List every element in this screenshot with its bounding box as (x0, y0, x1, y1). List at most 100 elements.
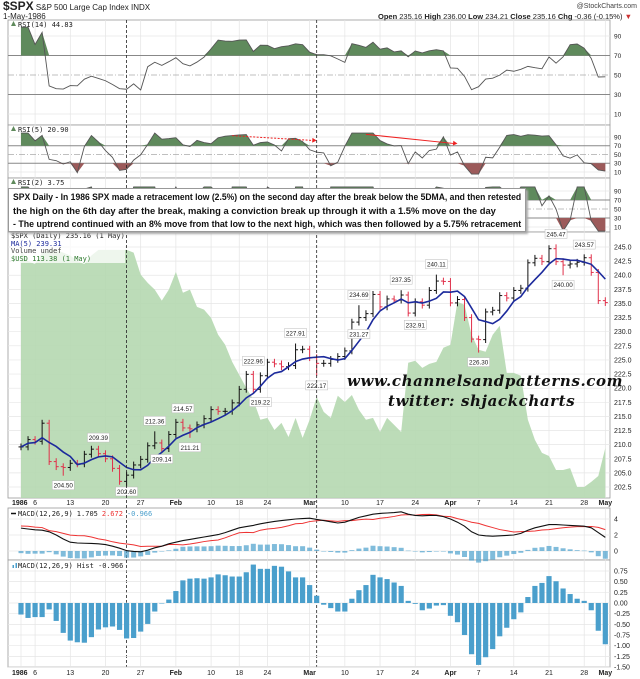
x-tick-label: 21 (545, 670, 553, 677)
rsi-tick-label: 50 (614, 152, 622, 159)
hist-bar (595, 603, 601, 631)
macd-hist-bar (46, 551, 52, 553)
annotation-box: SPX Daily - In 1986 SPX made a retraceme… (8, 188, 526, 232)
price-bar (469, 314, 475, 343)
price-label-box (150, 454, 174, 464)
macd-hist-bar (546, 545, 552, 551)
macd-hist-bar (81, 551, 87, 559)
hist-bar (46, 603, 52, 610)
x-tick-label: 24 (411, 500, 419, 507)
x-tick-label: 20 (102, 500, 110, 507)
price-label: 231.27 (349, 332, 369, 339)
hist-bar (159, 603, 165, 604)
close-value: 235.16 (532, 12, 556, 21)
rsi-icon (11, 179, 16, 184)
price-label: 212.36 (145, 418, 165, 425)
hist-bar (88, 603, 94, 638)
legend-volume: Volume undef (11, 247, 62, 255)
macd-hist-bar (117, 551, 123, 557)
chg-label: Chg (557, 12, 573, 21)
price-bar (363, 310, 369, 321)
price-bar (490, 306, 496, 316)
rsi-line (21, 26, 606, 91)
macd-hist-bar (377, 546, 383, 551)
macd-hist-bar (95, 551, 101, 556)
price-label-box (389, 274, 413, 285)
x-tick-label: 28 (580, 670, 588, 677)
symbol: $SPX (3, 0, 34, 13)
price-bar (250, 370, 256, 393)
macd-title: MACD(12,26,9) (18, 510, 73, 518)
macd-hist-bar (595, 551, 601, 557)
price-label: 227.91 (286, 331, 306, 338)
price-bar (356, 305, 362, 326)
macd-hist-bar (18, 551, 24, 554)
hist-bar (292, 577, 299, 603)
price-tick-label: 217.5 (614, 400, 632, 407)
hist-bar (74, 603, 80, 643)
x-tick-label: 14 (510, 500, 518, 507)
hist-bar (581, 600, 587, 603)
price-bar (222, 407, 228, 415)
open-label: Open (378, 12, 398, 21)
x-tick-label: Feb (170, 670, 182, 677)
hist-bar (447, 603, 454, 616)
hist-bar (278, 566, 285, 603)
hist-bar (525, 597, 531, 603)
macd-hist-bar (173, 548, 179, 551)
price-label-box (249, 397, 272, 407)
x-tick-label: 13 (66, 500, 74, 507)
price-tick-label: 215.0 (614, 414, 632, 421)
price-label: 209.39 (89, 435, 109, 442)
rsi-tick-label: 10 (614, 111, 622, 118)
price-label: 237.35 (392, 277, 412, 284)
hist-bar (433, 603, 439, 606)
macd-hist-bar (483, 551, 489, 562)
price-bar (433, 274, 439, 294)
macd-hist-bar (574, 550, 580, 551)
stockcharts-logo[interactable]: @StockCharts.com (576, 3, 637, 10)
price-tick-label: 232.5 (614, 315, 632, 322)
macd-hist-bar (60, 551, 66, 557)
price-bar (264, 358, 270, 380)
x-tick-label: 14 (510, 670, 518, 677)
hist-bar (236, 576, 242, 603)
macd-tick-label: 0 (614, 549, 618, 556)
price-bar (454, 296, 460, 307)
x-tick-label: 13 (66, 670, 74, 677)
hist-bar (173, 591, 179, 603)
rsi-tick-label: 10 (614, 169, 622, 176)
red-arrow (365, 133, 455, 145)
rsi-tick-label: 30 (614, 161, 622, 168)
macd-hist-bar (250, 543, 256, 551)
price-tick-label: 237.5 (614, 287, 632, 294)
price-bar (67, 459, 73, 471)
x-tick-label: 27 (137, 500, 145, 507)
price-tick-label: 210.0 (614, 442, 632, 449)
price-tick-label: 212.5 (614, 428, 632, 435)
hist-bar (454, 603, 461, 623)
macd-tick-label: 4 (614, 517, 618, 524)
hist-bar (138, 603, 144, 632)
rsi-title: RSI(14) 44.83 (18, 21, 73, 29)
macd-hist-bar (138, 551, 144, 557)
rsi-tick-label: 50 (614, 72, 622, 79)
rsi-title: RSI(2) 3.75 (18, 179, 64, 187)
macd-hist-bar (469, 551, 475, 561)
hist-tick-label: -0.75 (614, 633, 630, 640)
macd-hist-bar (74, 551, 80, 559)
hist-bar (419, 603, 425, 611)
price-bar (483, 308, 489, 343)
arrow-head-icon (312, 137, 317, 143)
hist-bar (497, 603, 503, 637)
hist-bar (377, 577, 383, 603)
macd-hist-bar (504, 551, 510, 556)
hist-bar (215, 574, 221, 603)
hist-bar (335, 603, 341, 612)
annotation-line-3: - The uptrend continued with an 8% move … (13, 218, 522, 229)
hist-bar (131, 603, 137, 639)
x-tick-label: 7 (477, 670, 481, 677)
price-bar (300, 345, 306, 354)
hist-tick-label: 0.50 (614, 579, 628, 586)
